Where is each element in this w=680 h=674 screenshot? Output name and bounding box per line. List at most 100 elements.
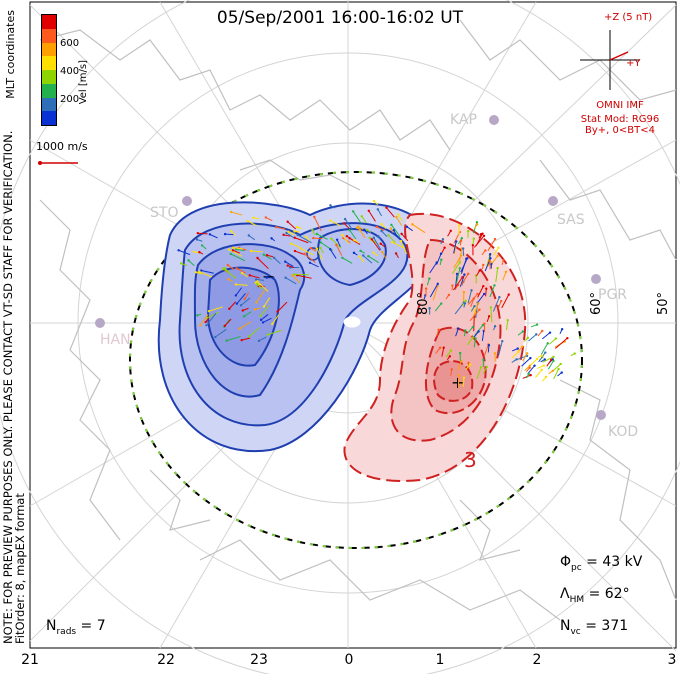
velocity-vector xyxy=(476,367,482,379)
latitude-label-80: 80° xyxy=(416,291,432,316)
velocity-vector xyxy=(335,244,343,256)
heppner-maynard-boundary xyxy=(129,171,583,549)
velocity-vector xyxy=(528,333,537,342)
colorbar-segment xyxy=(42,111,56,125)
stat-n-vc: Nvc = 371 xyxy=(560,618,629,637)
velocity-vector xyxy=(206,312,217,326)
velocity-vector-origin xyxy=(275,225,278,229)
velocity-vector xyxy=(492,297,500,312)
colorbar-tick-200: 200 xyxy=(60,94,80,105)
velocity-vector xyxy=(459,248,463,262)
station-sas: SAS xyxy=(557,212,585,228)
colorbar-segment xyxy=(42,97,56,112)
velocity-vector-origin xyxy=(355,226,359,230)
velocity-vector-origin xyxy=(247,234,251,237)
velocity-vector-origin xyxy=(482,292,486,296)
velocity-vector-origin xyxy=(335,238,339,241)
velocity-vector xyxy=(260,305,270,317)
velocity-vector xyxy=(236,293,246,304)
velocity-vector-origin xyxy=(467,229,470,233)
velocity-vector xyxy=(197,232,208,235)
velocity-vector-origin xyxy=(198,270,201,274)
latitude-label-50: 50° xyxy=(656,291,672,316)
velocity-vector xyxy=(397,214,403,222)
velocity-vector-origin xyxy=(207,309,211,313)
velocity-vector xyxy=(487,238,496,252)
velocity-vector-origin xyxy=(529,373,532,377)
velocity-vector-origin xyxy=(315,247,319,250)
velocity-vector-origin xyxy=(460,237,464,240)
velocity-vector-origin xyxy=(462,376,466,379)
velocity-vector-origin xyxy=(455,272,459,276)
velocity-vector xyxy=(341,234,350,244)
velocity-vector-origin xyxy=(438,346,442,349)
velocity-vector xyxy=(412,223,426,234)
velocity-vector xyxy=(455,328,459,337)
velocity-vector-origin xyxy=(329,248,332,251)
velocity-vector-origin xyxy=(557,367,560,371)
velocity-vector xyxy=(501,294,510,309)
velocity-vector xyxy=(482,366,488,374)
velocity-vector-origin xyxy=(259,318,263,322)
velocity-vector-origin xyxy=(451,284,454,287)
imf-scale: +Z (5 nT) xyxy=(604,12,653,23)
velocity-vector-origin xyxy=(252,216,255,219)
velocity-vector-origin xyxy=(295,225,299,229)
velocity-vector-origin xyxy=(352,251,356,255)
velocity-vector-origin xyxy=(544,375,548,379)
velocity-vector-origin xyxy=(254,278,258,281)
velocity-vector xyxy=(429,262,438,274)
velocity-vector xyxy=(265,216,273,222)
velocity-vector xyxy=(502,271,507,281)
negative-cell-minimum-marker: − xyxy=(262,267,275,286)
velocity-vector-origin xyxy=(473,304,476,308)
imf-dial xyxy=(580,30,640,90)
velocity-vector-origin xyxy=(377,234,380,238)
reference-vector xyxy=(38,161,78,165)
velocity-vector xyxy=(227,264,235,270)
velocity-vector-origin xyxy=(482,263,485,267)
velocity-vector-origin xyxy=(195,238,199,241)
velocity-vector-origin xyxy=(471,243,475,247)
velocity-vector-origin xyxy=(370,238,373,241)
velocity-vector xyxy=(313,216,322,232)
velocity-vector-origin xyxy=(380,229,383,233)
velocity-vector xyxy=(271,314,280,325)
velocity-vector-origin xyxy=(566,336,569,340)
velocity-vector-origin xyxy=(293,236,296,239)
velocity-vector xyxy=(469,309,480,322)
velocity-vector-origin xyxy=(372,236,375,239)
stat-phi-pc-value: 43 kV xyxy=(602,554,643,570)
velocity-vector-origin xyxy=(535,333,538,336)
velocity-vector xyxy=(466,337,474,346)
velocity-vector-origin xyxy=(348,237,351,240)
velocity-vector-origin xyxy=(226,263,230,267)
velocity-vector xyxy=(474,235,485,248)
velocity-vector xyxy=(349,229,357,240)
velocity-vector-origin xyxy=(458,261,462,264)
velocity-vector xyxy=(209,233,218,239)
velocity-vector xyxy=(506,320,509,331)
velocity-vector-origin xyxy=(227,277,230,281)
velocity-vector-origin xyxy=(499,299,503,303)
velocity-vector xyxy=(547,360,554,370)
velocity-vector-origin xyxy=(540,368,543,372)
velocity-vector xyxy=(223,268,237,279)
velocity-vector-origin xyxy=(246,219,249,223)
stat-n-rads: Nrads = 7 xyxy=(46,618,106,637)
velocity-vector xyxy=(235,248,245,252)
velocity-vector xyxy=(455,268,461,284)
velocity-vector xyxy=(228,249,243,257)
velocity-vector xyxy=(256,283,264,290)
velocity-vector-origin xyxy=(483,322,486,325)
velocity-vector-origin xyxy=(527,372,530,375)
velocity-vector-origin xyxy=(458,351,462,355)
velocity-vector xyxy=(233,247,243,250)
velocity-vector-origin xyxy=(261,321,265,324)
velocity-vector-origin xyxy=(440,258,443,261)
velocity-vector-origin xyxy=(458,224,461,227)
velocity-vector xyxy=(432,286,439,301)
velocity-vector-origin xyxy=(533,364,536,367)
velocity-vector xyxy=(495,268,499,283)
velocity-vector xyxy=(277,301,288,312)
